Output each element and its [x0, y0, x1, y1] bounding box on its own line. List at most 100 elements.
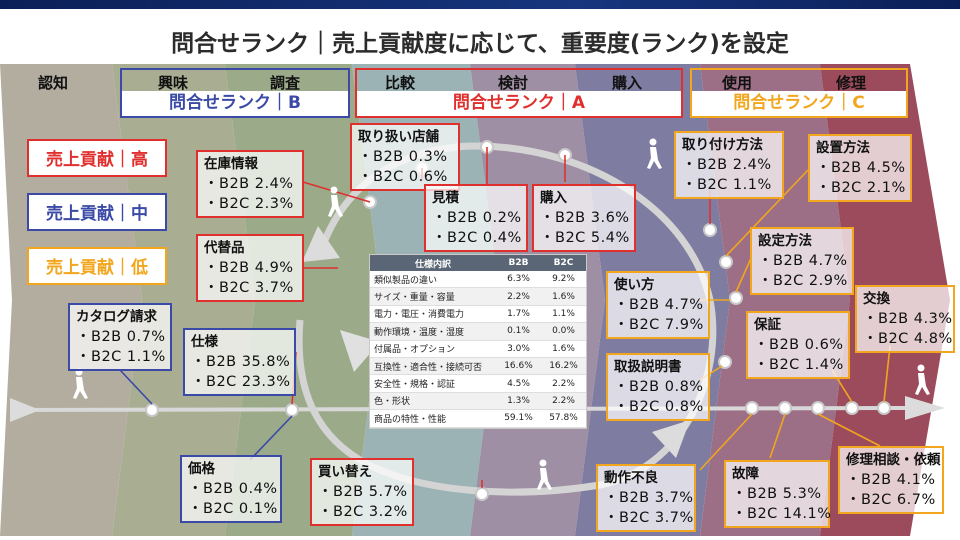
table-cell: 2.2%: [496, 287, 541, 306]
connector-kakaku: [249, 415, 293, 461]
journey-arrow-tip: [905, 396, 945, 420]
loop-node: [475, 487, 489, 501]
item-b2c: ・B2C 14.1%: [732, 506, 832, 522]
item-title: 故障: [732, 466, 759, 482]
item-b2c: ・B2C 4.8%: [863, 331, 953, 347]
item-title: 設定方法: [758, 233, 812, 249]
line-node: [845, 401, 859, 415]
item-b2c: ・B2C 6.7%: [846, 492, 936, 508]
stage-ninchi: 認知: [38, 74, 69, 92]
walker-icon: [328, 186, 343, 217]
table-cell: 色・形状: [370, 392, 496, 411]
item-b2b: ・B2B 0.8%: [614, 379, 704, 395]
table-cell: 0.0%: [541, 322, 586, 341]
item-b2c: ・B2C 1.4%: [754, 357, 844, 373]
item-tenpo: 取り扱い店舗 ・B2B 0.3% ・B2C 0.6%: [350, 123, 460, 191]
table-cell: 1.6%: [541, 287, 586, 306]
item-b2c: ・B2C 1.1%: [76, 349, 166, 365]
item-b2b: ・B2B 2.4%: [682, 157, 772, 173]
loop-node: [729, 291, 743, 305]
loop-arrow-head-top: [302, 226, 340, 262]
item-b2b: ・B2B 0.7%: [76, 329, 166, 345]
item-title: 動作不良: [604, 470, 658, 486]
stage-shuri: 修理: [836, 74, 867, 92]
item-dosa: 動作不良 ・B2B 3.7% ・B2C 3.7%: [596, 464, 696, 532]
item-b2c: ・B2C 3.2%: [318, 504, 408, 520]
table-row: 互換性・適合性・接続可否 16.6% 16.2%: [370, 357, 586, 376]
item-title: カタログ請求: [76, 309, 157, 325]
table-row: 安全性・規格・認証 4.5% 2.2%: [370, 374, 586, 393]
item-toritsuke: 取り付け方法 ・B2B 2.4% ・B2C 1.1%: [674, 131, 784, 199]
table-cell: 1.7%: [496, 305, 541, 324]
connector-kosho: [769, 413, 786, 459]
table-cell: 1.3%: [496, 392, 541, 411]
line-node: [811, 401, 825, 415]
rank-b-frame: 問合せランク｜B: [120, 68, 350, 118]
item-hosho: 保証 ・B2B 0.6% ・B2C 1.4%: [746, 311, 850, 379]
legend-mid: 売上貢献｜中: [27, 193, 167, 231]
item-title: 修理相談・依頼: [846, 452, 941, 468]
table-cell: 電力・電圧・消費電力: [370, 305, 496, 324]
journey-arrow-tail: [10, 398, 40, 422]
table-cell: 0.1%: [496, 322, 541, 341]
item-b2b: ・B2B 4.9%: [204, 260, 294, 276]
item-title: 価格: [188, 461, 215, 477]
item-settei: 設定方法 ・B2B 4.7% ・B2C 2.9%: [750, 227, 854, 295]
table-row: 付属品・オプション 3.0% 1.6%: [370, 340, 586, 358]
stage-kento: 検討: [498, 74, 529, 92]
item-zaiko: 在庫情報 ・B2B 2.4% ・B2C 2.3%: [196, 150, 304, 218]
item-title: 使い方: [614, 277, 655, 293]
item-title: 仕様: [191, 334, 218, 350]
item-mitsumori: 見積 ・B2B 0.2% ・B2C 0.4%: [424, 184, 528, 252]
item-b2c: ・B2C 3.7%: [204, 280, 294, 296]
item-b2b: ・B2B 3.6%: [540, 210, 630, 226]
item-b2c: ・B2C 0.8%: [614, 399, 704, 415]
table-cell: 16.2%: [541, 357, 586, 376]
item-b2c: ・B2C 5.4%: [540, 230, 630, 246]
connector-shurisodan: [817, 413, 881, 447]
table-row: 類似製品の違い 6.3% 9.2%: [370, 271, 586, 289]
item-b2b: ・B2B 35.8%: [191, 354, 291, 370]
item-title: 購入: [540, 190, 567, 206]
item-b2b: ・B2B 0.2%: [432, 210, 522, 226]
table-cell: 4.5%: [496, 374, 541, 393]
table-row: 色・形状 1.3% 2.2%: [370, 392, 586, 411]
table-cell: 互換性・適合性・接続可否: [370, 357, 496, 376]
item-b2c: ・B2C 2.3%: [204, 196, 294, 212]
connector-settei: [735, 255, 753, 293]
item-b2c: ・B2C 2.1%: [816, 180, 906, 196]
table-cell: 商品の特性・性能: [370, 409, 496, 428]
item-b2c: ・B2C 0.4%: [432, 230, 522, 246]
item-b2b: ・B2B 4.3%: [863, 311, 953, 327]
item-konyu: 購入 ・B2B 3.6% ・B2C 5.4%: [532, 184, 636, 252]
item-kokan: 交換 ・B2B 4.3% ・B2C 4.8%: [855, 285, 955, 353]
item-b2c: ・B2C 0.1%: [188, 501, 278, 517]
item-title: 代替品: [204, 240, 245, 256]
table-row: 動作環境・温度・湿度 0.1% 0.0%: [370, 322, 586, 341]
item-title: 設置方法: [816, 140, 870, 156]
line-node: [745, 401, 759, 415]
line-node: [778, 401, 792, 415]
item-b2c: ・B2C 7.9%: [614, 317, 704, 333]
loop-node: [703, 223, 717, 237]
item-title: 買い替え: [318, 464, 372, 480]
loop-arrow-head-bottom: [652, 420, 690, 458]
loop-node: [718, 355, 732, 369]
table-cell: 16.6%: [496, 357, 541, 376]
stage-shiyo: 使用: [722, 74, 753, 92]
item-title: 取扱説明書: [614, 359, 682, 375]
item-title: 在庫情報: [204, 156, 258, 172]
item-b2b: ・B2B 5.7%: [318, 484, 408, 500]
band-ninchi: [0, 64, 142, 536]
item-kaikae: 買い替え ・B2B 5.7% ・B2C 3.2%: [310, 458, 414, 526]
table-cell: 9.2%: [541, 271, 586, 289]
top-accent-bar: [0, 0, 960, 9]
table-row: 電力・電圧・消費電力 1.7% 1.1%: [370, 305, 586, 324]
rank-c-label: 問合せランク｜C: [692, 91, 906, 116]
walker-icon: [537, 459, 552, 490]
item-title: 取り扱い店舗: [358, 129, 439, 145]
spec-breakdown-table: 仕様内訳 B2B B2C 類似製品の違い 6.3% 9.2% サイズ・重量・容量 2.…: [370, 255, 586, 428]
item-shiyou: 仕様 ・B2B 35.8% ・B2C 23.3%: [183, 328, 296, 396]
item-kosho: 故障 ・B2B 5.3% ・B2C 14.1%: [724, 460, 832, 528]
table-header-cell: 仕様内訳: [370, 255, 496, 271]
